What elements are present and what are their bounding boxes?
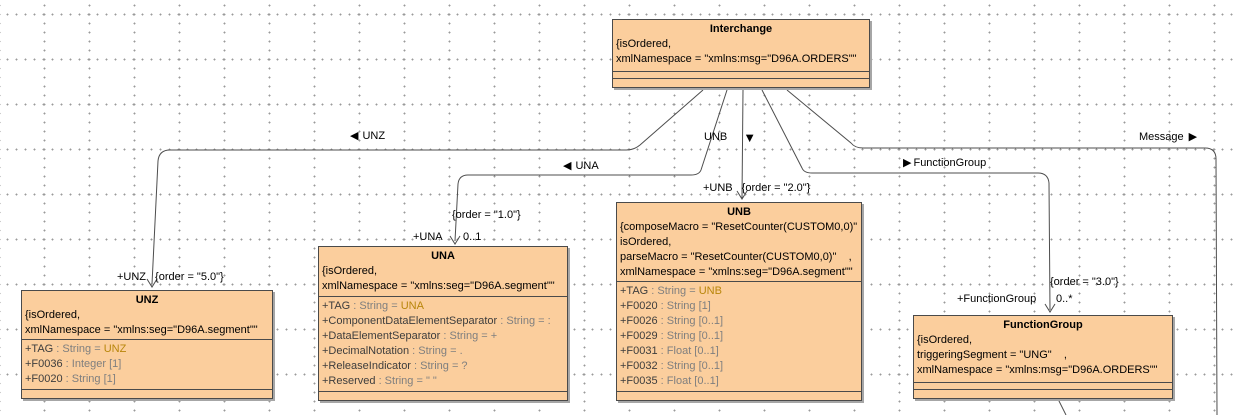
class-header: UNA {isOrdered, xmlNamespace = "xmlns:se… [319, 247, 567, 296]
attribute-row: +F0026 : String [0..1] [620, 315, 724, 327]
class-constraint: parseMacro = "ResetCounter(CUSTOM0,0)" , [620, 251, 852, 263]
attribute-row: +F0020 : String [1] [620, 300, 711, 312]
attribute-row: +DataElementSeparator : String = + [322, 330, 498, 342]
attribute-row: +TAG : String = UNB [620, 285, 722, 297]
class-header: UNB {composeMacro = "ResetCounter(CUSTOM… [617, 203, 861, 281]
attributes-compartment: +TAG : String = UNA +ComponentDataElemen… [319, 296, 567, 391]
attributes-compartment [914, 382, 1172, 389]
down-triangle-icon: ▼ [743, 130, 757, 145]
order-constraint-label: {order = "1.0"} [452, 209, 521, 221]
class-constraint: xmlNamespace = "xmlns:seg="D96A.segment"… [25, 324, 272, 336]
operations-compartment [617, 391, 861, 400]
attribute-row: +TAG : String = UNA [322, 300, 424, 312]
attribute-row: +DecimalNotation : String = . [322, 345, 463, 357]
connector-label-unz-direction: ◀ UNZ [350, 130, 385, 143]
attribute-row: +F0029 : String [0..1] [620, 330, 724, 342]
class-title: UNB [727, 206, 751, 218]
attribute-row: +F0032 : String [0..1] [620, 360, 724, 372]
class-title: Interchange [709, 23, 773, 35]
left-triangle-icon: ◀ [350, 130, 359, 142]
left-triangle-icon: ◀ [563, 160, 572, 172]
connector-interchange-unz[interactable] [146, 89, 704, 288]
connector-label-unb-direction: UNB ▼ [704, 131, 756, 144]
class-constraint: {composeMacro = "ResetCounter(CUSTOM0,0)… [620, 221, 861, 233]
attribute-row: +ReleaseIndicator : String = ? [322, 360, 468, 372]
class-una[interactable]: UNA {isOrdered, xmlNamespace = "xmlns:se… [318, 246, 568, 401]
multiplicity-label: 0..* [1056, 293, 1073, 305]
connector-label-una-direction: ◀ UNA [563, 160, 599, 173]
class-constraint: isOrdered, [620, 236, 672, 248]
class-constraint: {isOrdered, [322, 265, 378, 277]
attribute-row: +F0035 : Float [0..1] [620, 375, 719, 387]
class-constraint: xmlNamespace = "xmlns:seg="D96A.segment"… [322, 280, 567, 292]
class-header: Interchange {isOrdered, xmlNamespace = "… [613, 20, 869, 71]
connector-label-text: UNZ [362, 130, 386, 142]
connector-label-unz-role-order: +UNZ {order = "5.0"} [117, 271, 224, 284]
order-constraint-label: {order = "2.0"} [741, 182, 811, 194]
attributes-compartment [613, 71, 869, 78]
operations-compartment [319, 391, 567, 400]
class-unb[interactable]: UNB {composeMacro = "ResetCounter(CUSTOM… [616, 202, 862, 401]
right-triangle-icon: ▶ [1188, 131, 1198, 143]
attribute-row: +F0031 : Float [0..1] [620, 345, 719, 357]
class-constraint: {isOrdered, [616, 38, 672, 50]
role-label: +UNB [703, 182, 733, 194]
operations-compartment [22, 389, 272, 398]
class-title: UNZ [135, 294, 159, 306]
connector-interchange-functiongroup[interactable] [761, 89, 1056, 313]
class-constraint: triggeringSegment = "UNG" , [917, 349, 1067, 361]
attribute-row: +F0020 : String [1] [25, 373, 116, 385]
open-arrowhead [1044, 303, 1056, 313]
class-interchange[interactable]: Interchange {isOrdered, xmlNamespace = "… [612, 19, 870, 88]
class-constraint: xmlNamespace = "xmlns:seg="D96A.segment"… [620, 266, 861, 278]
attributes-compartment: +TAG : String = UNB +F0020 : String [1] … [617, 281, 861, 391]
class-constraint: xmlNamespace = "xmlns:msg="D96A.ORDERS""… [917, 364, 1172, 376]
class-constraint: {isOrdered, [25, 309, 81, 321]
connector-label-text: FunctionGroup [913, 157, 987, 169]
connector-functiongroup-down[interactable] [1057, 398, 1067, 415]
connector-label-unb-role-order: +UNB {order = "2.0"} [703, 182, 810, 195]
multiplicity-label: 0..1 [463, 231, 482, 243]
operations-compartment [613, 78, 869, 87]
attribute-row: +Reserved : String = " " [322, 375, 437, 387]
connector-label-message-direction: Message ▶ [1139, 131, 1197, 144]
role-label: +FunctionGroup [957, 293, 1037, 305]
role-label: +UNA [413, 231, 443, 243]
connector-label-text: UNA [575, 160, 599, 172]
order-constraint-label: {order = "5.0"} [155, 271, 224, 283]
attributes-compartment: +TAG : String = UNZ +F0036 : Integer [1]… [22, 339, 272, 389]
connector-label-text: Message [1139, 131, 1184, 143]
open-arrowhead [736, 190, 748, 200]
role-label: +UNZ [117, 271, 147, 283]
right-triangle-icon: ▶ [903, 157, 912, 169]
class-functiongroup[interactable]: FunctionGroup {isOrdered, triggeringSegm… [913, 315, 1173, 399]
class-header: FunctionGroup {isOrdered, triggeringSegm… [914, 316, 1172, 382]
class-title: UNA [431, 250, 455, 262]
connector-interchange-una[interactable] [449, 89, 728, 245]
class-title: FunctionGroup [1003, 319, 1083, 331]
class-constraint: xmlNamespace = "xmlns:msg="D96A.ORDERS""… [616, 53, 869, 65]
connector-label-text: UNB [704, 131, 728, 143]
open-arrowhead [146, 278, 158, 288]
connector-label-functiongroup-direction: ▶ FunctionGroup [903, 157, 986, 170]
attribute-row: +ComponentDataElementSeparator : String … [322, 315, 551, 327]
connector-interchange-unb[interactable] [736, 89, 748, 200]
attribute-row: +F0036 : Integer [1] [25, 358, 122, 370]
operations-compartment [914, 389, 1172, 398]
open-arrowhead [449, 235, 461, 245]
class-constraint: {isOrdered, [917, 334, 973, 346]
class-header: UNZ {isOrdered, xmlNamespace = "xmlns:se… [22, 291, 272, 339]
connector-interchange-message[interactable] [786, 89, 1218, 415]
order-constraint-label: {order = "3.0"} [1050, 276, 1119, 288]
attribute-row: +TAG : String = UNZ [25, 343, 127, 355]
class-unz[interactable]: UNZ {isOrdered, xmlNamespace = "xmlns:se… [21, 290, 273, 399]
